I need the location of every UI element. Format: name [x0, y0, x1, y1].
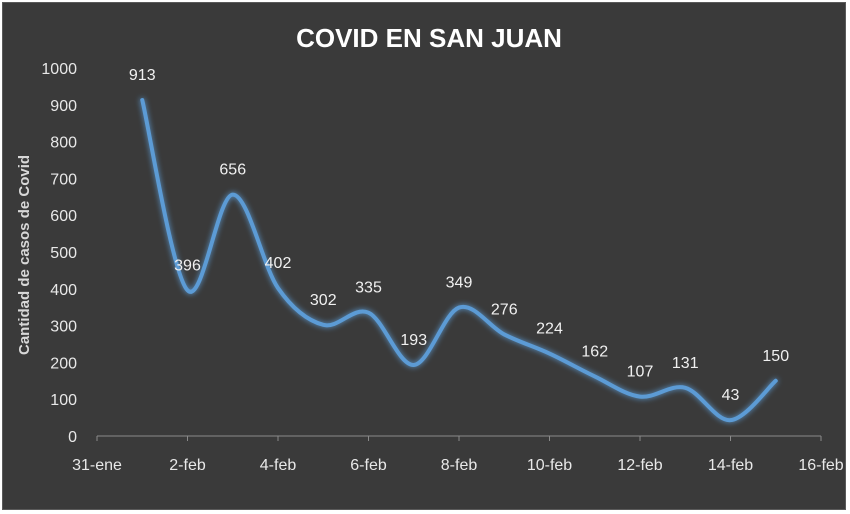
data-label: 276 [491, 301, 518, 318]
data-label: 913 [129, 67, 156, 84]
x-tick-label: 16-feb [798, 457, 843, 474]
data-label: 656 [219, 162, 246, 179]
chart-title: COVID EN SAN JUAN [296, 23, 562, 53]
y-tick-label: 400 [50, 282, 77, 299]
y-tick-label: 100 [50, 392, 77, 409]
y-tick-label: 300 [50, 319, 77, 336]
line-chart: COVID EN SAN JUAN Cantidad de casos de C… [16, 23, 844, 474]
data-label: 302 [310, 292, 337, 309]
data-label: 224 [536, 321, 563, 338]
y-tick-label: 800 [50, 135, 77, 152]
x-axis: 31-ene 2-feb 4-feb 6-feb 8-feb 10-feb 12-feb 14… [72, 436, 844, 474]
x-tick-label: 6-feb [350, 457, 387, 474]
y-tick-label: 200 [50, 355, 77, 372]
x-tick-label: 2-feb [169, 457, 206, 474]
x-tick-label: 12-feb [617, 457, 662, 474]
x-tick-label: 8-feb [441, 457, 478, 474]
y-axis-label: Cantidad de casos de Covid [16, 155, 33, 355]
data-label: 193 [400, 332, 427, 349]
data-label: 396 [174, 257, 201, 274]
data-label: 335 [355, 280, 382, 297]
data-label: 131 [672, 355, 699, 372]
y-tick-label: 0 [68, 429, 77, 446]
series-line [140, 98, 778, 423]
x-tick-label: 14-feb [708, 457, 753, 474]
data-label: 349 [446, 275, 473, 292]
x-tick-label: 31-ene [72, 457, 122, 474]
y-tick-label: 600 [50, 208, 77, 225]
y-tick-label: 700 [50, 171, 77, 188]
data-label: 150 [762, 348, 789, 365]
y-axis: 0 100 200 300 400 500 600 700 800 900 1000 [41, 61, 77, 446]
x-tick-label: 10-feb [527, 457, 572, 474]
data-label: 402 [265, 255, 292, 272]
y-tick-label: 500 [50, 245, 77, 262]
data-label: 107 [627, 364, 654, 381]
data-label: 162 [581, 343, 608, 360]
y-tick-label: 900 [50, 98, 77, 115]
x-tick-label: 4-feb [260, 457, 297, 474]
data-label: 43 [722, 387, 740, 404]
y-tick-label: 1000 [41, 61, 77, 78]
data-labels: 913 396 656 402 302 335 193 349 276 224 162 107 131 4… [129, 67, 789, 404]
